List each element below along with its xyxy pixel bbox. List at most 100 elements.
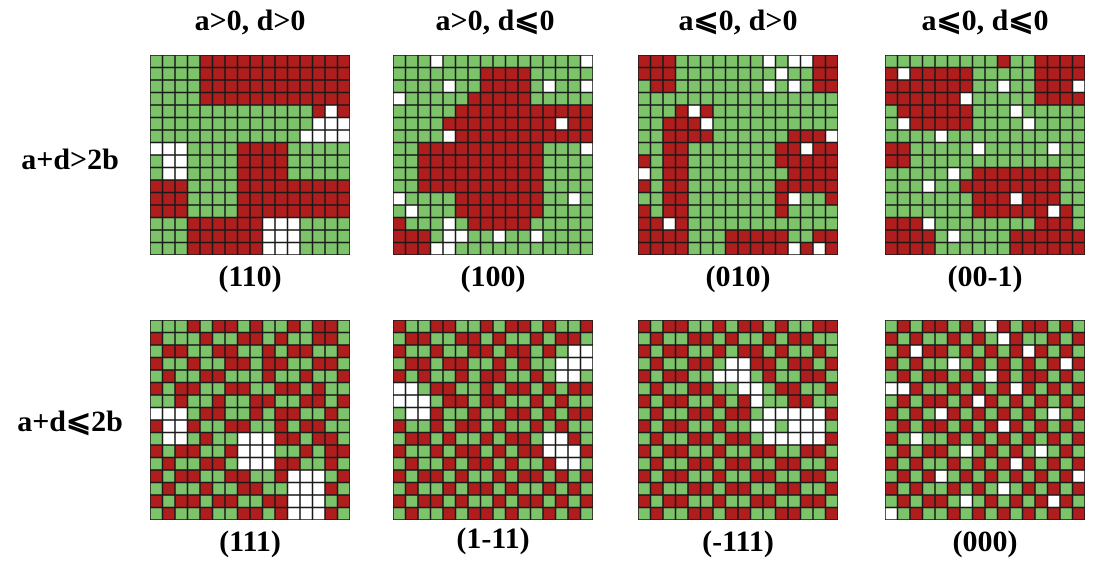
lattice-cell <box>338 118 350 130</box>
lattice-cell <box>506 508 518 520</box>
lattice-cell <box>676 358 688 370</box>
lattice-cell <box>393 433 405 445</box>
lattice-cell <box>250 345 262 357</box>
lattice-cell <box>1035 358 1047 370</box>
lattice-cell <box>985 395 997 407</box>
lattice-cell <box>150 118 162 130</box>
lattice-cell <box>898 205 910 217</box>
lattice-cell <box>1048 395 1060 407</box>
lattice-cell <box>910 433 922 445</box>
lattice-cell <box>701 433 713 445</box>
lattice-cell <box>163 495 175 507</box>
lattice-cell <box>443 383 455 395</box>
lattice-grid <box>150 55 350 255</box>
lattice-cell <box>960 230 972 242</box>
lattice-cell <box>1073 358 1085 370</box>
lattice-cell <box>568 470 580 482</box>
lattice-cell <box>985 118 997 130</box>
lattice-cell <box>506 470 518 482</box>
lattice-cell <box>751 68 763 80</box>
lattice-cell <box>481 218 493 230</box>
lattice-cell <box>506 168 518 180</box>
lattice-cell <box>1023 433 1035 445</box>
lattice-cell <box>493 483 505 495</box>
lattice-cell <box>1060 118 1072 130</box>
lattice-cell <box>300 218 312 230</box>
lattice-cell <box>738 333 750 345</box>
lattice-cell <box>250 218 262 230</box>
lattice-cell <box>935 420 947 432</box>
lattice-cell <box>688 180 700 192</box>
lattice-cell <box>175 445 187 457</box>
lattice-cell <box>581 143 593 155</box>
lattice-cell <box>200 155 212 167</box>
lattice-cell <box>910 80 922 92</box>
lattice-cell <box>188 130 200 142</box>
lattice-cell <box>885 130 897 142</box>
lattice-cell <box>150 395 162 407</box>
lattice-cell <box>431 143 443 155</box>
lattice-cell <box>313 383 325 395</box>
lattice-cell <box>531 420 543 432</box>
lattice-cell <box>406 495 418 507</box>
lattice-cell <box>638 495 650 507</box>
lattice-cell <box>393 80 405 92</box>
lattice-cell <box>200 105 212 117</box>
lattice-cell <box>985 358 997 370</box>
lattice-cell <box>200 130 212 142</box>
lattice-cell <box>213 483 225 495</box>
lattice-cell <box>1060 433 1072 445</box>
lattice-cell <box>638 433 650 445</box>
lattice-cell <box>688 495 700 507</box>
lattice-cell <box>325 333 337 345</box>
lattice-cell <box>150 470 162 482</box>
lattice-cell <box>676 93 688 105</box>
lattice-cell <box>456 68 468 80</box>
lattice-cell <box>910 370 922 382</box>
lattice-cell <box>651 155 663 167</box>
lattice-cell <box>1060 395 1072 407</box>
lattice-cell <box>651 458 663 470</box>
lattice-cell <box>263 370 275 382</box>
lattice-cell <box>1048 470 1060 482</box>
lattice-cell <box>985 320 997 332</box>
lattice-cell <box>1023 205 1035 217</box>
lattice-cell <box>163 333 175 345</box>
lattice-cell <box>638 193 650 205</box>
lattice-cell <box>481 420 493 432</box>
lattice-cell <box>788 458 800 470</box>
lattice-cell <box>726 218 738 230</box>
lattice-cell <box>923 320 935 332</box>
lattice-cell <box>393 320 405 332</box>
lattice-cell <box>556 80 568 92</box>
lattice-cell <box>431 420 443 432</box>
lattice-cell <box>175 168 187 180</box>
lattice-grid <box>393 55 593 255</box>
lattice-cell <box>788 433 800 445</box>
lattice-cell <box>885 433 897 445</box>
lattice-cell <box>935 205 947 217</box>
lattice-cell <box>713 68 725 80</box>
lattice-cell <box>826 218 838 230</box>
lattice-cell <box>1073 155 1085 167</box>
lattice-cell <box>1048 420 1060 432</box>
lattice-cell <box>885 395 897 407</box>
lattice-cell <box>1035 55 1047 67</box>
lattice-cell <box>543 345 555 357</box>
lattice-cell <box>431 483 443 495</box>
lattice-cell <box>313 345 325 357</box>
lattice-cell <box>1073 370 1085 382</box>
lattice-cell <box>1048 433 1060 445</box>
lattice-cell <box>1060 345 1072 357</box>
lattice-cell <box>531 218 543 230</box>
lattice-cell <box>935 230 947 242</box>
lattice-grid <box>393 320 593 520</box>
lattice-cell <box>1060 458 1072 470</box>
lattice-cell <box>1073 68 1085 80</box>
lattice-cell <box>1073 320 1085 332</box>
lattice-cell <box>325 180 337 192</box>
lattice-cell <box>676 193 688 205</box>
lattice-cell <box>200 483 212 495</box>
lattice-cell <box>406 155 418 167</box>
lattice-cell <box>238 105 250 117</box>
